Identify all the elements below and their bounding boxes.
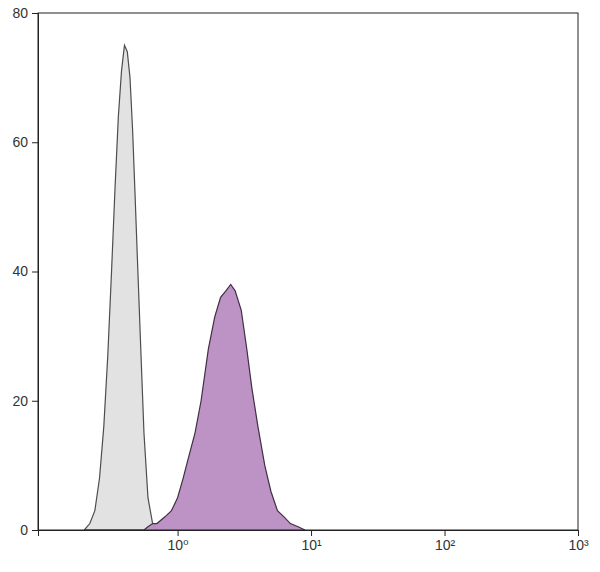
x-tick-mark xyxy=(311,530,312,536)
y-tick-mark xyxy=(32,401,38,402)
x-tick-label: 10¹ xyxy=(301,537,322,553)
series-line xyxy=(84,45,305,530)
y-tick: 40 xyxy=(12,263,38,279)
x-tick-label: 10³ xyxy=(568,537,589,553)
y-axis: 0 20 40 60 80 xyxy=(12,5,38,538)
x-tick: 10⁰ xyxy=(167,530,189,553)
chart: 10⁰ 10¹ 10² 10³ 0 20 40 60 80 xyxy=(0,0,600,572)
x-tick-label: 10⁰ xyxy=(167,537,189,553)
y-tick: 60 xyxy=(12,134,38,150)
plot-frame xyxy=(38,13,578,530)
series-group xyxy=(84,45,305,530)
x-tick-mark xyxy=(445,530,446,536)
y-tick-label: 20 xyxy=(12,393,28,409)
series-area xyxy=(84,45,305,530)
x-axis: 10⁰ 10¹ 10² 10³ xyxy=(39,530,589,553)
y-tick-mark xyxy=(32,13,38,14)
x-axis-line xyxy=(39,531,579,537)
series-line xyxy=(84,284,305,530)
plot: 10⁰ 10¹ 10² 10³ 0 20 40 60 80 xyxy=(12,5,589,553)
y-axis-line xyxy=(32,14,39,531)
y-tick: 20 xyxy=(12,393,38,409)
y-tick-mark xyxy=(32,272,38,273)
y-tick: 80 xyxy=(12,5,38,21)
y-tick-label: 40 xyxy=(12,263,28,279)
y-tick-mark xyxy=(32,530,38,531)
x-tick: 10³ xyxy=(568,530,589,553)
y-tick-mark xyxy=(32,142,38,143)
y-tick-label: 80 xyxy=(12,5,28,21)
y-tick-label: 0 xyxy=(20,522,28,538)
series-area xyxy=(84,284,305,530)
x-tick: 10² xyxy=(435,530,456,553)
y-tick-label: 60 xyxy=(12,134,28,150)
x-tick: 10¹ xyxy=(301,530,322,553)
x-tick-label: 10² xyxy=(435,537,456,553)
x-tick-mark xyxy=(178,530,179,536)
y-tick: 0 xyxy=(20,522,38,538)
x-tick-mark xyxy=(578,530,579,536)
